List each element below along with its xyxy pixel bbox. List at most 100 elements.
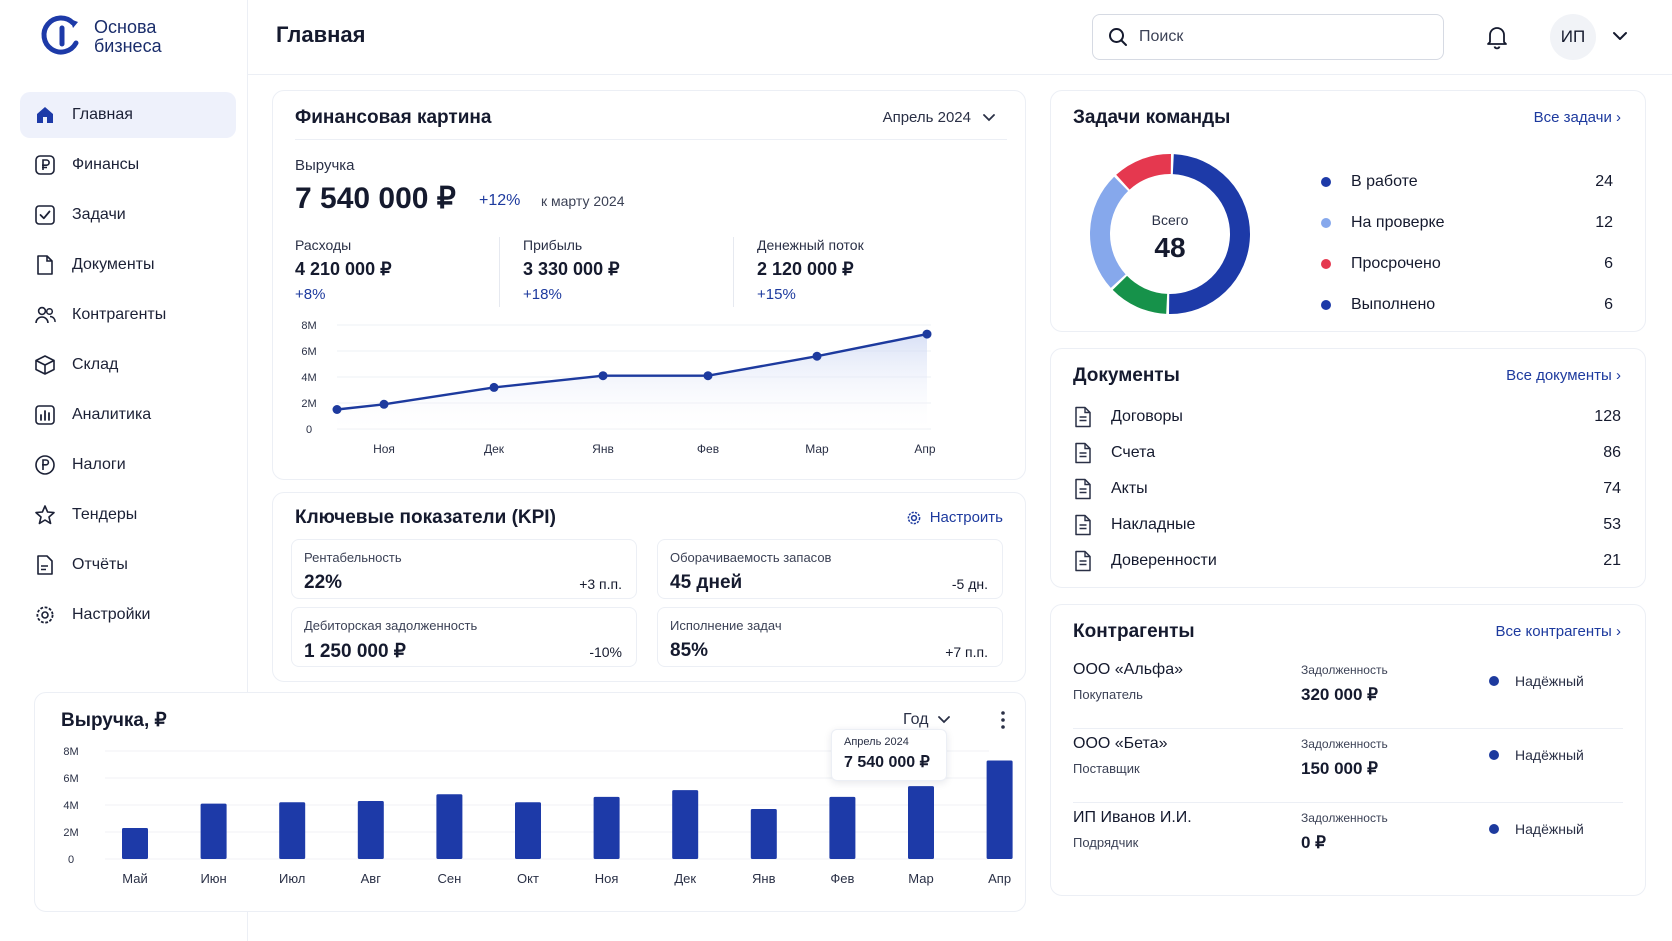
kpi-tile[interactable]: Рентабельность 22% +3 п.п. — [291, 539, 637, 599]
contractor-row[interactable]: ООО «Альфа» Покупатель Задолженность 320… — [1073, 655, 1623, 729]
revenue-value: 7 540 000 ₽ — [295, 182, 456, 215]
all-tasks-link[interactable]: Все задачи › — [1533, 109, 1621, 126]
more-menu-button[interactable] — [993, 705, 1013, 735]
brand-logo[interactable]: Основа бизнеса — [40, 14, 162, 60]
chart-point — [812, 351, 822, 361]
contractor-row[interactable]: ООО «Бета» Поставщик Задолженность 150 0… — [1073, 729, 1623, 803]
sidebar-item-report[interactable]: Отчёты — [20, 542, 236, 588]
status-dot — [1489, 824, 1499, 834]
gear-icon — [907, 511, 921, 524]
chart-tooltip: Апрель 2024 7 540 000 ₽ — [831, 729, 947, 781]
status-dot — [1489, 676, 1499, 686]
sidebar-item-home[interactable]: Главная — [20, 92, 236, 138]
legend-dot — [1321, 217, 1331, 228]
users-icon — [34, 304, 56, 326]
donut-segment — [1116, 154, 1172, 190]
donut-total-label: Всего — [1152, 212, 1189, 228]
sidebar-nav: Главная Финансы Задачи Документы Контрагенты… — [20, 92, 236, 642]
document-row[interactable]: Накладные 53 — [1073, 507, 1621, 543]
contractor-row[interactable]: ИП Иванов И.И. Подрядчик Задолженность 0… — [1073, 803, 1623, 877]
chart-bar — [750, 809, 777, 859]
kpi-change: +7 п.п. — [945, 644, 988, 660]
sidebar-item-star[interactable]: Тендеры — [20, 492, 236, 538]
status-badge: Надёжный — [1489, 747, 1584, 763]
kpi-tile[interactable]: Оборачиваемость запасов 45 дней -5 дн. — [657, 539, 1003, 599]
legend-item[interactable]: Выполнено 6 — [1321, 284, 1613, 325]
metric-cashflow: Денежный поток 2 120 000 ₽ +15% — [757, 237, 864, 303]
legend-dot — [1321, 258, 1331, 269]
sidebar-item-users[interactable]: Контрагенты — [20, 292, 236, 338]
donut-segment — [1112, 275, 1168, 314]
status-label: Надёжный — [1515, 821, 1584, 837]
kpi-value: 1 250 000 ₽ — [304, 641, 406, 662]
finance-card: Финансовая картина Апрель 2024 Выручка 7… — [272, 90, 1026, 480]
all-contractors-link[interactable]: Все контрагенты › — [1495, 623, 1621, 640]
chart-point — [332, 405, 342, 414]
all-documents-link[interactable]: Все документы › — [1506, 367, 1621, 384]
configure-button[interactable]: Настроить — [906, 509, 1003, 526]
sidebar-item-document[interactable]: Документы — [20, 242, 236, 288]
metric-label: Денежный поток — [757, 237, 864, 253]
user-avatar[interactable]: ИП — [1550, 14, 1596, 60]
document-row[interactable]: Доверенности 21 — [1073, 543, 1621, 579]
notification-bell-icon[interactable] — [1484, 24, 1510, 50]
sidebar-item-checkbox[interactable]: Задачи — [20, 192, 236, 238]
kpi-change: +3 п.п. — [579, 576, 622, 592]
chart-point — [489, 382, 499, 392]
sidebar-item-ruble[interactable]: Финансы — [20, 142, 236, 188]
revenue-line-chart: 0 2M 4M 6M 8M Ноя Дек Янв Фев Мар Апр — [301, 320, 936, 456]
document-row[interactable]: Акты 74 — [1073, 471, 1621, 507]
tax-icon — [34, 454, 56, 476]
x-tick-label: Янв — [592, 442, 614, 456]
legend-item[interactable]: В работе 24 — [1321, 161, 1613, 202]
report-icon — [34, 554, 56, 576]
chevron-down-icon[interactable] — [1612, 30, 1628, 42]
chevron-down-icon — [983, 113, 995, 121]
x-tick-label: Май — [122, 871, 147, 886]
x-tick-label: Июн — [200, 871, 226, 886]
debt-value: 320 000 ₽ — [1301, 685, 1378, 704]
search-icon — [1109, 28, 1127, 46]
revenue-bar-chart: 0 2M 4M 6M 8M Май Июн Июл Авг Сен Окт Ноя Дек Янв Фев М… — [63, 746, 1013, 886]
x-tick-label: Апр — [914, 442, 936, 456]
contractor-name: ООО «Бета» — [1073, 735, 1168, 752]
legend-count: 12 — [1595, 213, 1613, 231]
sidebar-item-gear[interactable]: Настройки — [20, 592, 236, 638]
period-select[interactable]: Апрель 2024 — [883, 109, 995, 126]
legend-item[interactable]: Просрочено 6 — [1321, 243, 1613, 284]
legend-item[interactable]: На проверке 12 — [1321, 202, 1613, 243]
sidebar-item-bar-chart[interactable]: Аналитика — [20, 392, 236, 438]
chart-area — [337, 334, 927, 429]
checkbox-icon — [34, 204, 56, 226]
document-count: 128 — [1594, 408, 1621, 425]
kpi-change: -10% — [589, 644, 622, 660]
kpi-value: 22% — [304, 572, 343, 593]
x-tick-label: Авг — [361, 871, 382, 886]
legend-dot — [1321, 299, 1331, 310]
chart-bar — [593, 796, 620, 859]
metric-change: +8% — [295, 286, 326, 303]
y-tick-label: 2M — [301, 398, 316, 410]
document-icon — [1075, 550, 1091, 572]
kpi-tile[interactable]: Исполнение задач 85% +7 п.п. — [657, 607, 1003, 667]
kpi-tile[interactable]: Дебиторская задолженность 1 250 000 ₽ -1… — [291, 607, 637, 667]
page-title: Главная — [276, 22, 366, 47]
x-tick-label: Дек — [674, 871, 696, 886]
sidebar-item-tax[interactable]: Налоги — [20, 442, 236, 488]
debt-label: Задолженность — [1301, 663, 1388, 677]
document-label: Счета — [1111, 444, 1156, 461]
chart-bar — [986, 760, 1013, 859]
search-box[interactable] — [1092, 14, 1444, 60]
search-input[interactable] — [1139, 28, 1419, 46]
period-select[interactable]: Год — [903, 711, 951, 729]
document-row[interactable]: Договоры 128 — [1073, 399, 1621, 435]
tooltip-value: 7 540 000 ₽ — [844, 754, 930, 771]
contractor-role: Поставщик — [1073, 761, 1140, 776]
chart-bar — [122, 827, 148, 859]
sidebar-item-box[interactable]: Склад — [20, 342, 236, 388]
document-count: 86 — [1603, 444, 1621, 461]
document-row[interactable]: Счета 86 — [1073, 435, 1621, 471]
divider — [499, 237, 500, 307]
chart-bar — [279, 802, 306, 859]
contractor-name: ИП Иванов И.И. — [1073, 809, 1192, 826]
